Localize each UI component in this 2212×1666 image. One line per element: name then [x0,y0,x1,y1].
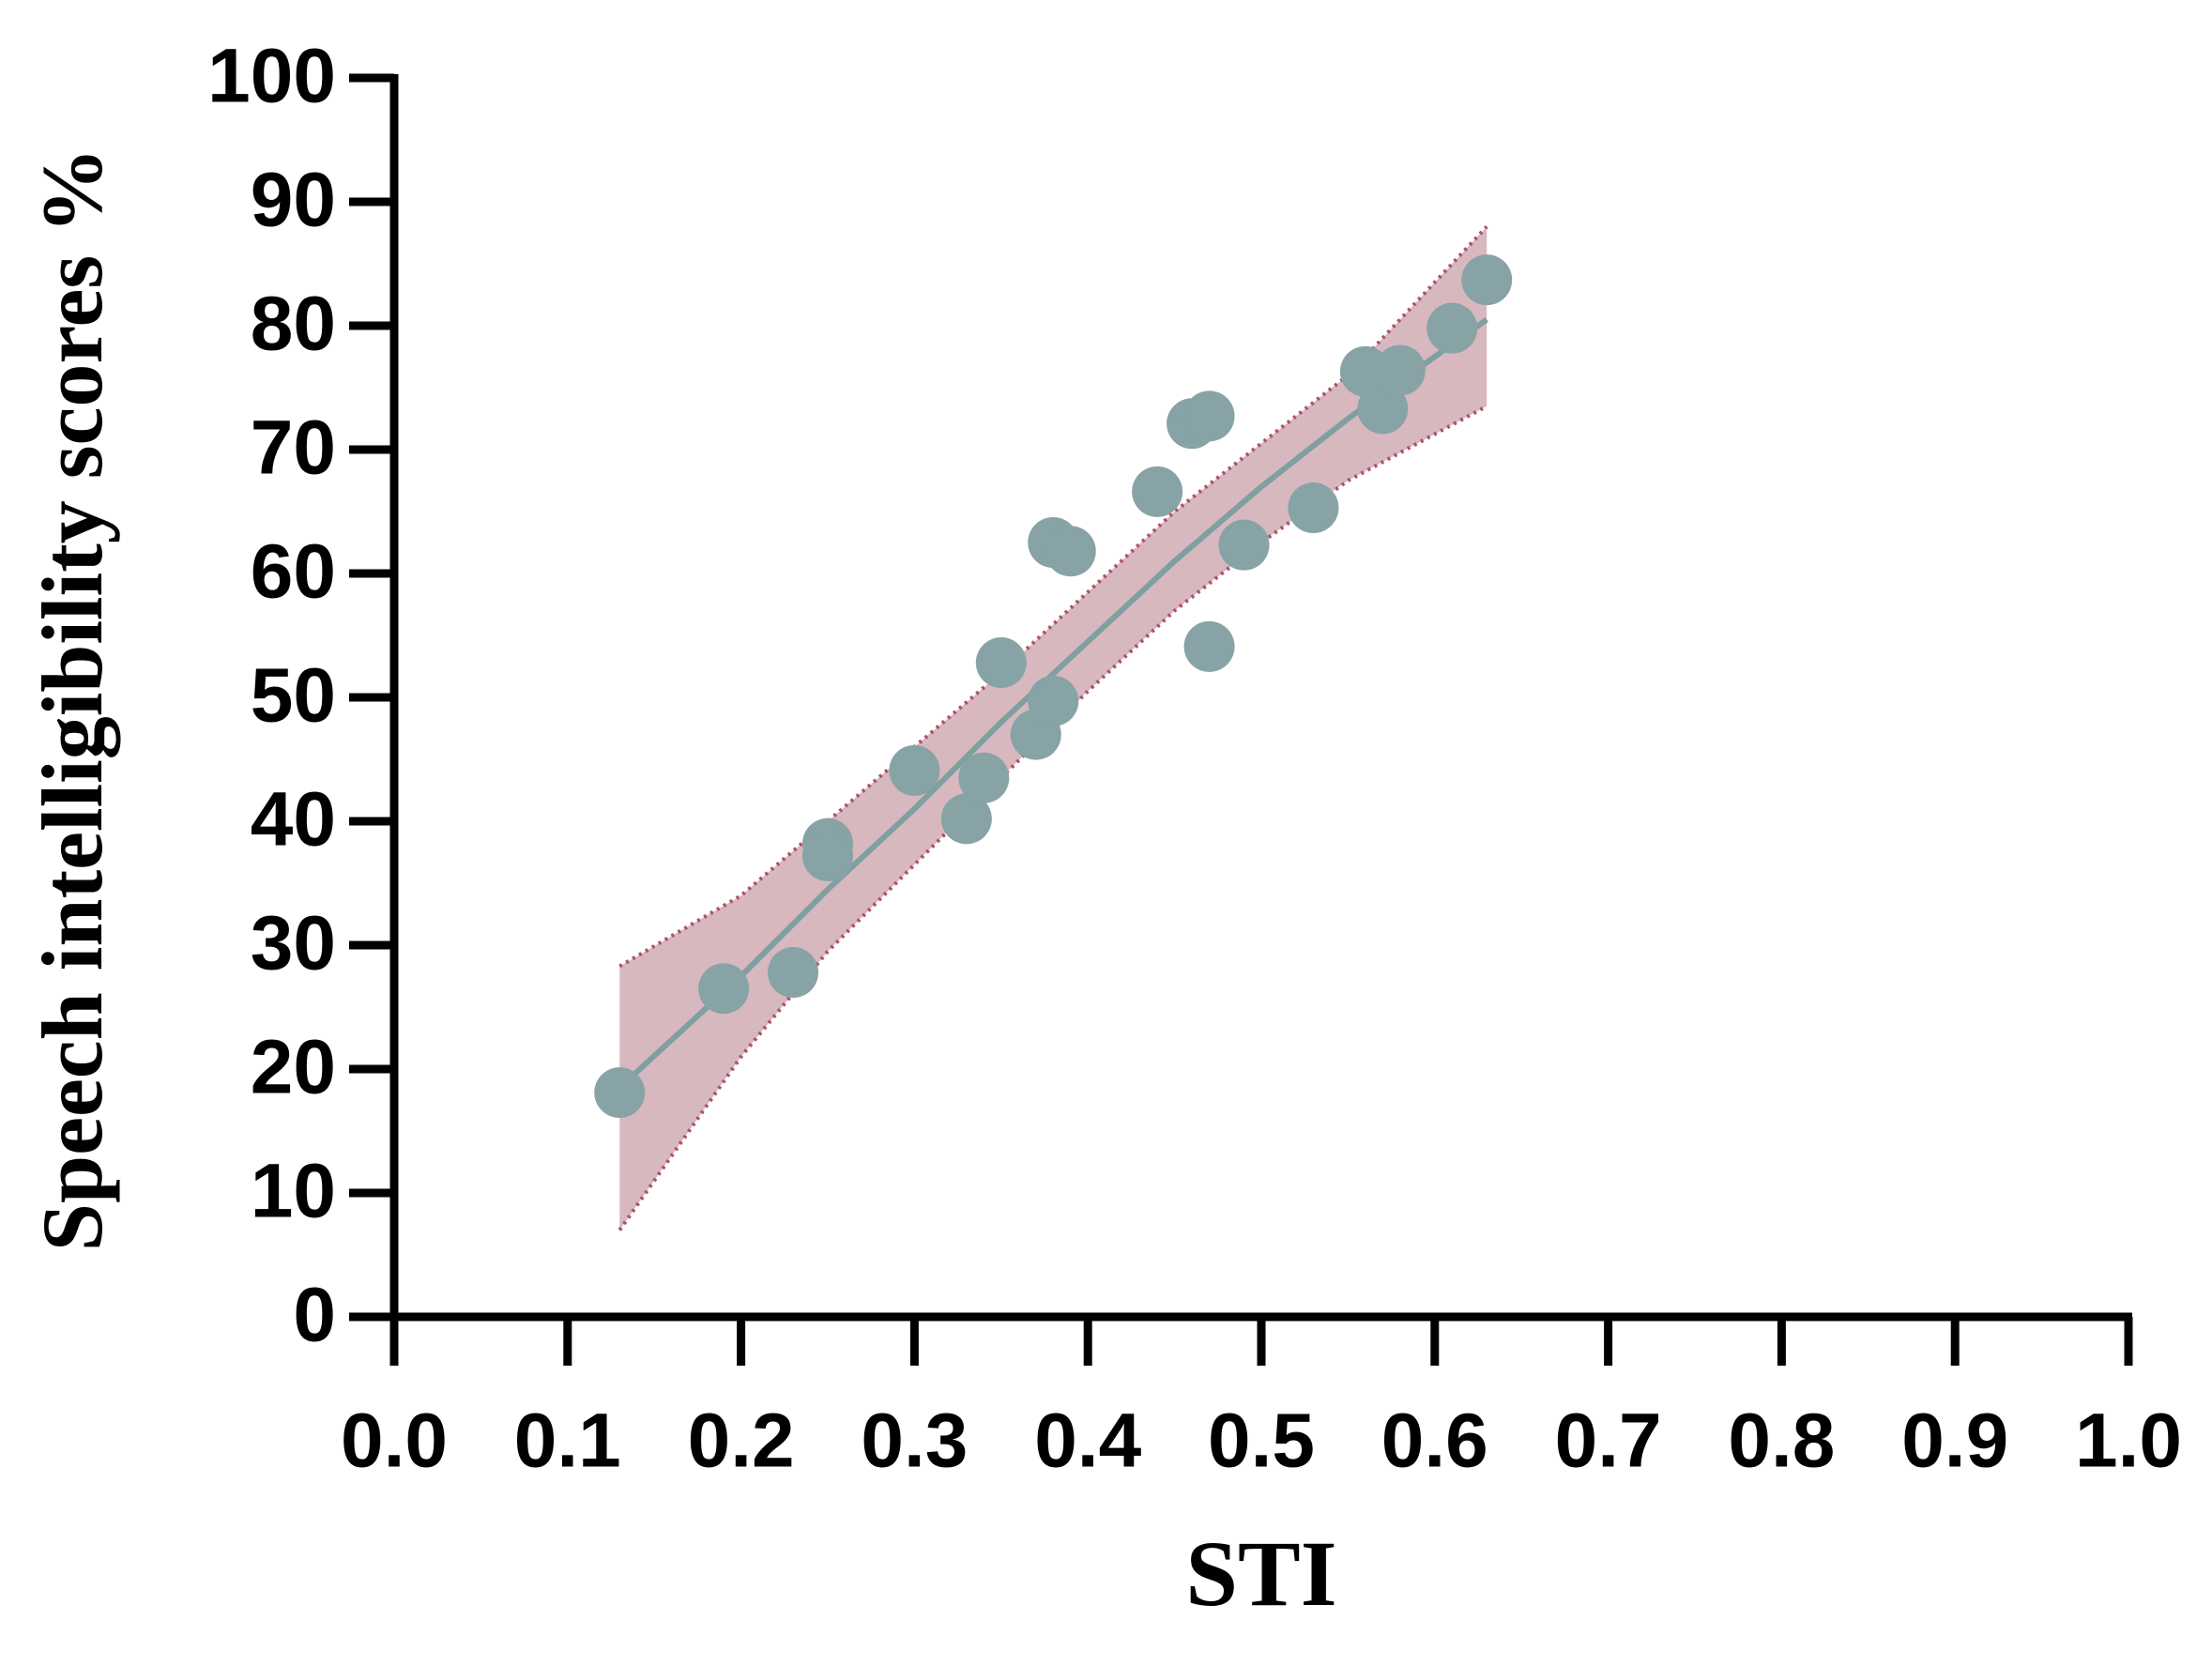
data-point [1218,519,1270,571]
y-tick-label: 20 [251,1025,336,1110]
y-tick-label: 0 [293,1273,336,1358]
y-tick-label: 60 [251,529,336,615]
data-point [958,752,1010,803]
data-point [1183,620,1235,672]
y-tick-label: 50 [251,653,336,739]
data-point [1132,466,1183,517]
y-tick-label: 30 [251,901,336,986]
y-axis-label: Speech intelligibility scores % [24,147,120,1251]
y-tick-label: 100 [207,34,336,119]
x-tick-label: 0.0 [341,1399,448,1484]
y-tick-label: 10 [251,1149,336,1234]
x-tick-label: 0.6 [1381,1399,1488,1484]
data-point [1045,526,1096,577]
x-tick-label: 0.2 [688,1399,795,1484]
data-point [1374,344,1426,396]
data-point [975,637,1027,689]
x-tick-label: 0.7 [1555,1399,1662,1484]
x-tick-label: 0.8 [1728,1399,1835,1484]
y-tick-label: 70 [251,405,336,491]
data-point [889,744,940,796]
data-point [1183,390,1235,442]
y-tick-label: 90 [251,158,336,243]
data-point [594,1067,646,1119]
x-tick-label: 1.0 [2075,1399,2182,1484]
x-tick-label: 0.4 [1034,1399,1141,1484]
x-tick-label: 0.9 [1901,1399,2008,1484]
y-tick-label: 40 [251,777,336,863]
data-point [940,793,992,845]
data-point [1357,383,1409,435]
x-tick-label: 0.3 [861,1399,968,1484]
data-point [1461,254,1513,306]
data-point [698,963,750,1015]
data-point [1288,482,1339,534]
data-point [1426,302,1478,354]
data-point [768,947,819,999]
x-tick-label: 0.1 [514,1399,621,1484]
data-point [1028,675,1079,726]
y-tick-label: 80 [251,282,336,367]
data-point [802,830,853,881]
x-tick-label: 0.5 [1208,1399,1315,1484]
band-upper [618,225,1488,969]
x-axis-label: STI [1185,1521,1336,1626]
